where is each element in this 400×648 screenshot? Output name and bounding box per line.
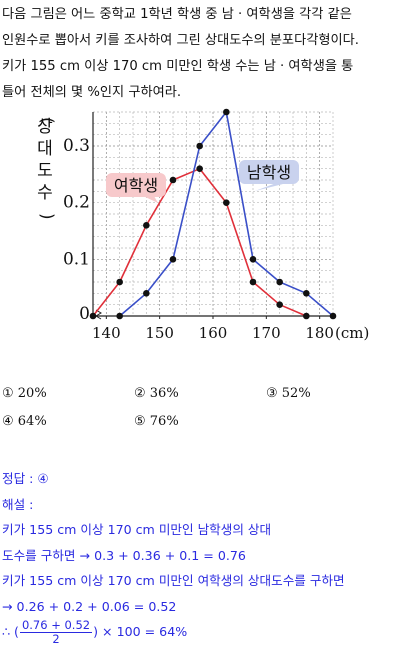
y-tick-label: 0 <box>79 304 90 324</box>
y-tick-label: 0.1 <box>63 249 90 269</box>
explanation-line-2: 도수를 구하면 → 0.3 + 0.36 + 0.1 = 0.76 <box>2 547 246 563</box>
explanation-line-1: 키가 155 cm 이상 170 cm 미만인 남학생의 상대 <box>2 522 272 537</box>
relative-frequency-polygon-chart: 140 150 160 170 180 (cm) 0 0.1 0.2 0.3 (상 대 도 수) 여학생 남학… <box>37 108 370 342</box>
x-tick-label: 160 <box>199 324 228 342</box>
question-line-2: 인원수로 뽑아서 키를 조사하여 그린 상대도수의 분포다각형이다. <box>2 33 359 48</box>
question-line-1: 다음 그림은 어느 중학교 1학년 학생 중 남 · 여학생을 각각 같은 <box>2 7 352 22</box>
explanation-line-3: 키가 155 cm 이상 170 cm 미만인 여학생의 상대도수를 구하면 <box>2 573 345 588</box>
x-tick-label: 150 <box>145 324 174 342</box>
callout-tail <box>255 183 287 191</box>
male-data-point <box>303 290 310 297</box>
fraction-numerator: 0.76 + 0.52 <box>19 618 93 633</box>
callout-box <box>239 160 299 184</box>
question-text: 다음 그림은 어느 중학교 1학년 학생 중 남 · 여학생을 각각 같은 인원… <box>2 2 398 106</box>
x-tick-label: 180 <box>305 324 334 342</box>
male-series-callout: 남학생 <box>239 160 299 191</box>
female-data-point <box>196 165 203 172</box>
axis-break-mark <box>95 309 102 320</box>
answer-line: 정답 : ④ <box>2 471 49 486</box>
male-data-point <box>329 312 337 320</box>
chart-axes <box>92 112 333 320</box>
male-data-point <box>276 278 283 286</box>
female-data-point <box>143 222 150 229</box>
explanation-heading: 해설 : <box>2 496 34 512</box>
final-prefix: ∴ ( <box>2 624 19 639</box>
choice-5[interactable]: ⑤ 76% <box>134 414 179 429</box>
male-data-point <box>116 312 123 320</box>
question-line-4: 틀어 전체의 몇 %인지 구하여라. <box>2 85 182 100</box>
male-data-point <box>196 142 203 150</box>
female-data-point <box>169 176 177 184</box>
male-data-point <box>169 256 177 263</box>
female-data-point <box>249 278 257 286</box>
x-axis-unit: (cm) <box>335 324 369 342</box>
female-data-point <box>89 312 97 320</box>
callout-box <box>106 173 166 197</box>
female-data-point <box>276 301 283 308</box>
explanation-line-4: → 0.26 + 0.2 + 0.06 = 0.52 <box>2 598 177 614</box>
female-data-point <box>303 312 310 320</box>
question-line-3: 키가 155 cm 이상 170 cm 미만인 학생 수는 남 · 여학생을 통 <box>2 59 354 74</box>
solution-section: 정답 : ④ 해설 : 키가 155 cm 이상 170 cm 미만인 남학생의… <box>2 466 398 646</box>
choice-2[interactable]: ② 36% <box>134 386 179 401</box>
chart-series <box>89 108 337 320</box>
male-data-point <box>249 256 257 263</box>
choice-1[interactable]: ① 20% <box>2 386 47 401</box>
male-data-point <box>143 290 150 297</box>
series-name-label: 여학생 <box>114 176 158 195</box>
y-tick-label: 0.3 <box>63 136 90 156</box>
female-data-point <box>223 199 230 206</box>
final-suffix: ) × 100 = 64% <box>93 624 188 639</box>
x-tick-label: 140 <box>92 324 121 342</box>
x-tick-label: 170 <box>252 324 281 342</box>
callout-tail <box>143 196 158 203</box>
choice-3[interactable]: ③ 52% <box>266 386 311 401</box>
y-axis-label: (상 대 도 수) <box>37 117 57 220</box>
final-calculation: ∴ (0.76 + 0.52 2) × 100 = 64% <box>2 619 398 646</box>
female-data-point <box>116 278 123 286</box>
choice-4[interactable]: ④ 64% <box>2 414 47 429</box>
fraction-denominator: 2 <box>52 632 60 646</box>
female-series-callout: 여학생 <box>106 173 166 203</box>
fraction: 0.76 + 0.52 2 <box>19 618 93 646</box>
male-data-point <box>223 108 230 116</box>
y-tick-label: 0.2 <box>63 193 90 213</box>
chart-labels: 140 150 160 170 180 (cm) 0 0.1 0.2 0.3 (상 대 도 수) 여학생 남학… <box>37 117 370 342</box>
chart-grid <box>93 111 334 316</box>
series-name-label: 남학생 <box>247 163 291 182</box>
